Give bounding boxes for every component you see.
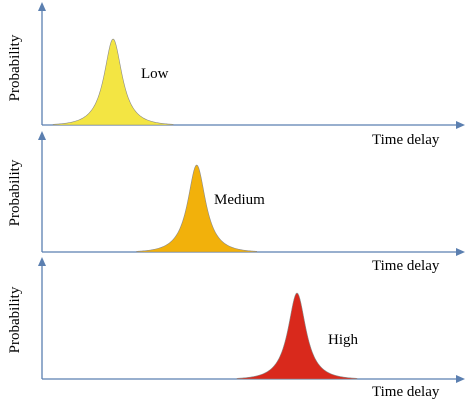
peak-label: Low <box>141 66 169 82</box>
peak-label: High <box>328 332 359 348</box>
panel-low: Probability Time delay Low <box>7 2 465 148</box>
x-axis-arrow-icon <box>456 248 465 256</box>
y-axis-label: Probability <box>7 286 23 353</box>
y-axis-arrow-icon <box>38 2 46 11</box>
x-axis-label: Time delay <box>372 132 440 148</box>
peak-label: Medium <box>214 192 265 208</box>
distribution-curve <box>52 38 174 126</box>
x-axis-label: Time delay <box>372 384 440 400</box>
y-axis-label: Probability <box>7 34 23 101</box>
panel-high: Probability Time delay High <box>7 257 465 400</box>
y-axis-arrow-icon <box>38 131 46 140</box>
y-axis-arrow-icon <box>38 257 46 266</box>
distribution-curve <box>136 164 257 253</box>
panel-medium: Probability Time delay Medium <box>7 131 465 274</box>
x-axis-arrow-icon <box>456 121 465 129</box>
y-axis-label: Probability <box>7 159 23 226</box>
x-axis-label: Time delay <box>372 258 440 274</box>
distribution-curve <box>236 292 358 380</box>
x-axis-arrow-icon <box>456 375 465 383</box>
